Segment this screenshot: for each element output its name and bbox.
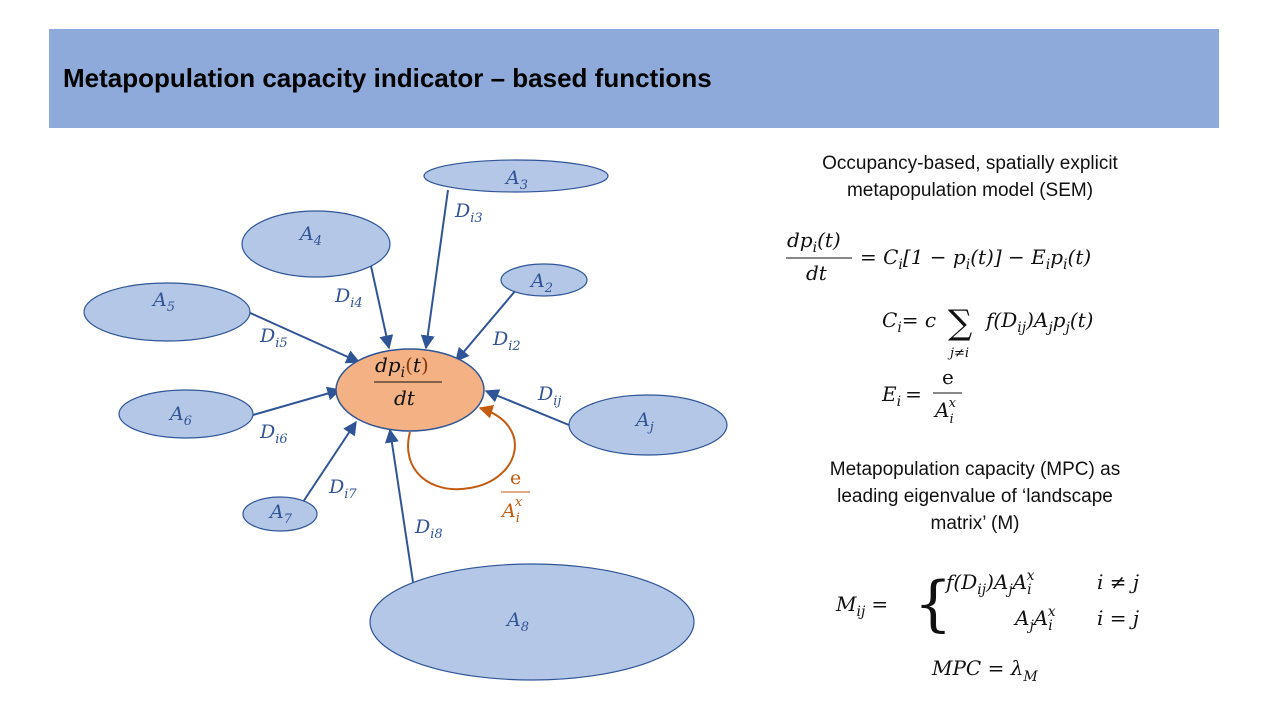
sem-eq2-sigma: ∑ [948, 303, 972, 343]
sem-eq3-lhs: Ei = [881, 382, 922, 410]
focal-fraction: dpi(t) dt [374, 353, 442, 410]
label-di5: Di5 [259, 325, 288, 351]
sem-heading: Occupancy-based, spatially explicit meta… [770, 150, 1170, 204]
slide-title: Metapopulation capacity indicator – base… [63, 63, 712, 93]
label-a8: A8 [505, 609, 529, 635]
label-di7: Di7 [328, 476, 357, 502]
extinction-loop-arrow [407, 405, 516, 491]
arrow-from-aj [484, 389, 570, 426]
patches [83, 159, 728, 681]
arrow-from-a2 [455, 289, 517, 363]
sem-eq2-sigma-sub: j≠i [947, 346, 969, 361]
label-a5: A5 [151, 289, 175, 315]
sem-eq2-body: f(Dij)Ajpj(t) [984, 308, 1093, 336]
mpc-brace: { [914, 569, 952, 639]
label-aj: Aj [634, 409, 654, 435]
dispersal-arrows [247, 189, 570, 583]
sem-eq1-rhs: = Ci[1 − pi(t)] − Eipi(t) [860, 245, 1091, 273]
patch-labels: A3 A4 A2 A5 A6 Aj A7 A8 [151, 167, 654, 635]
label-a6: A6 [168, 403, 192, 429]
patch-a5 [83, 282, 251, 342]
focal-denominator: dt [394, 386, 416, 410]
mpc-case2-expr: AjAix [1013, 604, 1056, 634]
sem-eq2-lhs: Ci= c [882, 308, 936, 336]
patch-aj [568, 394, 728, 456]
mpc-final: MPC = λM [931, 656, 1038, 685]
mpc-m-lhs: Mij = [835, 592, 888, 620]
mpc-heading: Metapopulation capacity (MPC) as leading… [770, 456, 1180, 537]
patch-a7 [242, 496, 318, 532]
patch-a2 [500, 263, 588, 297]
label-di6: Di6 [259, 421, 288, 447]
label-a2: A2 [529, 270, 553, 296]
mpc-case2-cond: i = j [1097, 606, 1139, 630]
sem-eq3-num: e [942, 365, 954, 389]
arrow-from-a5 [247, 311, 361, 364]
distance-labels: Di3 Di4 Di2 Di5 Dij Di6 Di7 Di8 [259, 200, 561, 542]
sem-equations: dpi(t) dt = Ci[1 − pi(t)] − Eipi(t) Ci= … [786, 228, 1093, 427]
patch-a4 [241, 210, 391, 278]
label-a4: A4 [298, 223, 322, 249]
sem-heading-line2: metapopulation model (SEM) [846, 180, 1094, 201]
focal-patch [335, 348, 485, 432]
title-bar: Metapopulation capacity indicator – base… [49, 29, 1219, 128]
label-dij: Dij [537, 383, 561, 409]
extinction-denominator: Aix [500, 495, 523, 526]
label-di4: Di4 [334, 285, 363, 311]
sem-heading-line1: Occupancy-based, spatially explicit [822, 153, 1118, 174]
extinction-numerator: e [510, 467, 521, 489]
arrow-from-a4 [370, 265, 394, 350]
mpc-equations: Mij = { f(Dij)AjAix i ≠ j AjAix i = j MPC… [835, 568, 1139, 685]
patch-a3 [423, 159, 609, 193]
mpc-heading-line2: leading eigenvalue of ‘landscape [837, 486, 1113, 507]
patch-a6 [118, 389, 254, 439]
arrow-from-a3 [420, 189, 449, 350]
label-a3: A3 [504, 167, 528, 193]
sem-eq3-den: Aix [933, 396, 957, 427]
arrow-from-a6 [252, 386, 342, 416]
patch-a8 [369, 563, 695, 681]
arrow-from-a7 [302, 420, 357, 503]
label-di3: Di3 [454, 200, 483, 226]
extinction-fraction: e Aix [500, 467, 530, 526]
label-a7: A7 [268, 501, 293, 527]
mpc-case1-expr: f(Dij)AjAix [944, 568, 1035, 598]
sem-eq1-lhs-den: dt [806, 261, 828, 285]
mpc-heading-line1: Metapopulation capacity (MPC) as [829, 459, 1121, 480]
label-di2: Di2 [492, 328, 521, 354]
focal-numerator: dpi(t) [375, 353, 429, 381]
mpc-case1-cond: i ≠ j [1097, 570, 1139, 594]
arrow-from-a8 [384, 428, 414, 583]
mpc-heading-line3: matrix’ (M) [930, 513, 1020, 534]
label-di8: Di8 [414, 516, 443, 542]
sem-eq1-lhs-num: dpi(t) [787, 228, 841, 256]
